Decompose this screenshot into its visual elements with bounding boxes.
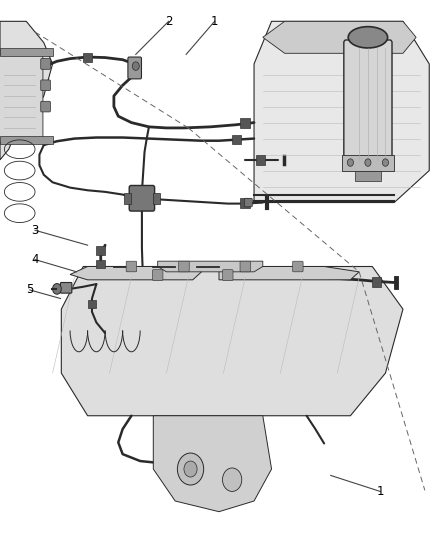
Circle shape xyxy=(132,62,139,70)
Polygon shape xyxy=(254,21,429,203)
Bar xyxy=(232,135,241,144)
FancyBboxPatch shape xyxy=(41,101,50,112)
Bar xyxy=(256,155,265,165)
Bar xyxy=(372,277,381,287)
FancyBboxPatch shape xyxy=(60,282,72,293)
FancyBboxPatch shape xyxy=(293,261,303,272)
Polygon shape xyxy=(355,171,381,181)
Polygon shape xyxy=(219,266,359,280)
FancyBboxPatch shape xyxy=(344,40,392,163)
Circle shape xyxy=(347,159,353,166)
Text: 5: 5 xyxy=(26,284,33,296)
FancyBboxPatch shape xyxy=(128,57,141,79)
Polygon shape xyxy=(61,266,403,416)
Bar xyxy=(240,198,250,208)
FancyBboxPatch shape xyxy=(223,270,233,280)
Polygon shape xyxy=(158,261,263,272)
Polygon shape xyxy=(153,416,272,512)
Bar xyxy=(240,118,250,128)
Polygon shape xyxy=(342,155,394,171)
Bar xyxy=(83,53,92,62)
Text: 2: 2 xyxy=(165,15,173,28)
FancyBboxPatch shape xyxy=(129,185,155,211)
Circle shape xyxy=(177,453,204,485)
Polygon shape xyxy=(70,266,201,280)
Polygon shape xyxy=(263,21,416,53)
Polygon shape xyxy=(0,21,53,160)
Polygon shape xyxy=(153,193,160,204)
FancyBboxPatch shape xyxy=(179,261,189,272)
Text: 4: 4 xyxy=(31,253,39,266)
FancyBboxPatch shape xyxy=(244,198,252,207)
FancyBboxPatch shape xyxy=(240,261,251,272)
Text: 3: 3 xyxy=(32,224,39,237)
Ellipse shape xyxy=(348,27,388,48)
Circle shape xyxy=(382,159,389,166)
FancyBboxPatch shape xyxy=(126,261,137,272)
Polygon shape xyxy=(0,136,53,144)
Bar xyxy=(88,300,96,308)
FancyBboxPatch shape xyxy=(0,54,43,143)
Circle shape xyxy=(53,284,61,294)
Circle shape xyxy=(365,159,371,166)
Polygon shape xyxy=(124,193,131,204)
Text: 1: 1 xyxy=(211,15,219,28)
Bar xyxy=(96,260,105,268)
Text: 1: 1 xyxy=(376,485,384,498)
Bar xyxy=(96,246,105,255)
FancyBboxPatch shape xyxy=(41,80,50,91)
FancyBboxPatch shape xyxy=(152,270,163,280)
Circle shape xyxy=(223,468,242,491)
FancyBboxPatch shape xyxy=(41,59,50,69)
Polygon shape xyxy=(0,48,53,56)
Circle shape xyxy=(184,461,197,477)
